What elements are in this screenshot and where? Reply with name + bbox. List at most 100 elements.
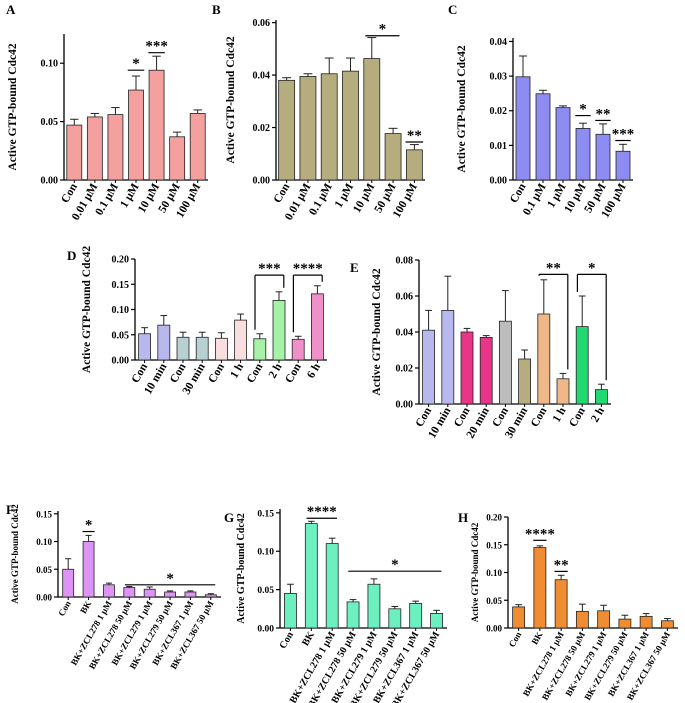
y-tick-label: 0.04 (490, 37, 508, 48)
x-tick-label: BK (78, 599, 93, 615)
bar-4 (128, 89, 144, 181)
panel-c: C Active GTP-bound Cdc42 0.00 0.01 0.02 0.03 0… (448, 2, 634, 220)
y-tick-label: 0.08 (396, 256, 414, 267)
bar-8 (556, 378, 570, 405)
bar-6 (164, 591, 176, 598)
bar-1 (422, 329, 436, 405)
bar-6 (615, 150, 631, 181)
y-tick-label: 0.06 (396, 292, 414, 303)
y-tick-label: 0.10 (257, 548, 274, 558)
significance-label: * (391, 557, 399, 573)
bar-8 (272, 300, 286, 361)
bar-2 (157, 324, 171, 361)
panel-letter: B (212, 2, 221, 17)
bar-3 (554, 579, 568, 629)
bar-7 (405, 149, 423, 181)
significance-label: * (85, 518, 93, 534)
x-tick-label: Con (567, 405, 588, 429)
bar-1 (62, 568, 75, 598)
panel-letter: H (458, 510, 468, 525)
bar-3 (460, 331, 474, 405)
y-tick-label: 0.15 (257, 509, 274, 519)
bar-3 (107, 114, 124, 181)
panel-letter: D (67, 248, 76, 263)
bar-4 (123, 587, 136, 598)
bar-3 (103, 584, 115, 598)
y-axis-label: Active GTP-bound Cdc42 (371, 268, 383, 395)
bar-4 (346, 601, 360, 629)
bar-7 (537, 313, 551, 405)
bar-6 (169, 136, 186, 181)
bar-6 (618, 618, 632, 629)
y-tick-label: 0.04 (253, 71, 271, 82)
x-tick-label: Con (283, 361, 304, 385)
significance-label: *** (145, 39, 168, 55)
bar-3 (320, 73, 338, 181)
y-tick-label: 0.05 (41, 117, 59, 128)
bar-4 (479, 336, 493, 405)
bar-2 (304, 523, 318, 629)
y-tick-label: 0.05 (112, 330, 130, 341)
bar-2 (82, 541, 95, 598)
y-tick-label: 0.06 (253, 18, 271, 29)
panel-letter: F (6, 502, 14, 517)
significance-label: **** (307, 504, 337, 520)
y-tick-label: 0.00 (41, 176, 59, 187)
panel-letter: E (350, 260, 359, 275)
y-tick-label: 0.03 (490, 72, 508, 83)
significance-label: * (579, 102, 587, 118)
y-tick-label: 0.00 (112, 356, 130, 367)
bar-5 (498, 320, 512, 405)
significance-label: **** (525, 526, 555, 542)
x-tick-label: 1 h (228, 361, 246, 381)
x-tick-label: 1 h (551, 405, 569, 425)
y-tick-label: 0.10 (36, 537, 52, 547)
x-tick-label: 2 h (267, 361, 285, 381)
bar-2 (441, 309, 455, 405)
y-tick-label: 0.15 (486, 540, 502, 550)
bar-2 (86, 116, 103, 181)
bar-4 (575, 127, 591, 181)
bar-2 (299, 75, 317, 181)
x-tick-label: Con (529, 405, 550, 429)
bar-3 (176, 336, 190, 361)
panel-e: E Active GTP-bound Cdc42 0.00 0.02 0.04 0.06 0… (350, 256, 611, 441)
bar-5 (214, 337, 228, 361)
x-tick-label: Con (272, 181, 293, 205)
bar-5 (595, 133, 611, 181)
bar-10 (310, 293, 324, 361)
bar-8 (430, 613, 443, 629)
panel-b: B Active GTP-bound Cdc42 0.00 0.02 0.04 0.06 C… (212, 2, 425, 222)
x-tick-label: Con (278, 630, 297, 651)
bar-1 (278, 79, 296, 181)
panel-letter: C (448, 2, 457, 17)
bar-4 (342, 70, 359, 181)
bar-2 (533, 547, 547, 629)
bar-10 (595, 389, 608, 405)
bar-3 (325, 543, 339, 629)
y-tick-label: 0.20 (112, 255, 130, 266)
bar-3 (555, 107, 571, 181)
bar-1 (284, 593, 297, 629)
y-tick-label: 0.00 (396, 400, 414, 411)
significance-label: * (132, 56, 140, 72)
x-tick-label: 2 h (589, 405, 607, 425)
x-tick-label: 6 h (305, 361, 323, 381)
bar-1 (66, 124, 83, 181)
bar-9 (575, 326, 589, 405)
y-tick-label: 0.02 (253, 123, 271, 134)
bar-7 (639, 615, 653, 629)
y-axis-label: Active GTP-bound Cdc42 (225, 36, 237, 163)
bar-6 (234, 319, 248, 361)
bar-7 (409, 603, 423, 629)
significance-label: * (166, 571, 174, 587)
y-tick-label: 0.05 (257, 586, 274, 596)
bar-6 (384, 133, 402, 181)
y-tick-label: 0.10 (486, 568, 502, 578)
panel-d: D Active GTP-bound Cdc42 0.00 0.05 0.10 0.15 0… (67, 246, 327, 397)
y-tick-label: 0.10 (112, 305, 130, 316)
bar-5 (148, 69, 165, 181)
